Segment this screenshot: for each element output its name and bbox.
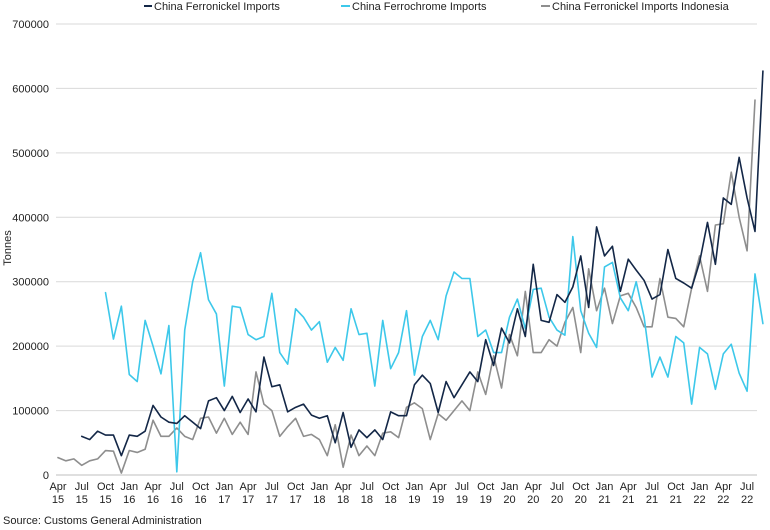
x-tick-label-year: 15	[76, 494, 88, 506]
x-tick-label-month: Jul	[170, 481, 184, 493]
y-axis: 0 100000 200000 300000 400000 500000 600000 700…	[12, 19, 49, 482]
source-note: Source: Customs General Administration	[3, 515, 202, 527]
series-line-1	[80, 70, 764, 457]
x-tick-label-year: 20	[551, 494, 563, 506]
y-tick-label: 700000	[12, 19, 49, 31]
x-tick-label-month: Jan	[691, 481, 709, 493]
x-tick-label-month: Oct	[287, 481, 304, 493]
x-tick-label-month: Oct	[667, 481, 684, 493]
x-tick-label-month: Jul	[550, 481, 564, 493]
x-tick-label-month: Apr	[525, 481, 542, 493]
x-tick-label-year: 17	[289, 494, 301, 506]
legend-label: China Ferronickel Imports Indonesia	[552, 1, 730, 13]
x-tick-label-year: 17	[218, 494, 230, 506]
x-tick-label-month: Oct	[572, 481, 589, 493]
series-line-2	[104, 235, 764, 473]
y-tick-label: 600000	[12, 83, 49, 95]
x-tick-label-month: Jul	[455, 481, 469, 493]
x-tick-label-month: Apr	[620, 481, 637, 493]
x-tick-label-year: 16	[171, 494, 183, 506]
x-tick-label-year: 17	[242, 494, 254, 506]
x-tick-label-year: 16	[194, 494, 206, 506]
x-tick-label-month: Apr	[49, 481, 66, 493]
x-tick-label-month: Oct	[477, 481, 494, 493]
x-tick-label-month: Jan	[120, 481, 138, 493]
x-tick-label-year: 15	[52, 494, 64, 506]
y-tick-label: 400000	[12, 212, 49, 224]
x-tick-label-year: 18	[337, 494, 349, 506]
y-tick-label: 300000	[12, 277, 49, 289]
x-tick-label-year: 15	[99, 494, 111, 506]
x-tick-label-year: 18	[361, 494, 373, 506]
x-tick-label-month: Oct	[97, 481, 114, 493]
x-tick-label-year: 16	[123, 494, 135, 506]
y-axis-title: Tonnes	[2, 230, 14, 266]
x-tick-label-year: 22	[741, 494, 753, 506]
x-tick-label-year: 19	[408, 494, 420, 506]
x-tick-label-month: Apr	[430, 481, 447, 493]
y-tick-label: 500000	[12, 148, 49, 160]
x-tick-label-year: 22	[717, 494, 729, 506]
x-tick-label-year: 22	[693, 494, 705, 506]
x-tick-label-month: Jan	[501, 481, 519, 493]
y-tick-label: 100000	[12, 406, 49, 418]
x-tick-label-year: 17	[266, 494, 278, 506]
x-tick-label-year: 20	[503, 494, 515, 506]
legend-label: China Ferronickel Imports	[154, 1, 280, 13]
legend: China Ferronickel Imports China Ferrochro…	[144, 1, 730, 13]
x-tick-label-month: Jul	[645, 481, 659, 493]
x-tick-label-month: Apr	[144, 481, 161, 493]
x-tick-label-year: 18	[385, 494, 397, 506]
x-tick-label-year: 18	[313, 494, 325, 506]
x-tick-label-year: 21	[598, 494, 610, 506]
x-tick-label-year: 21	[622, 494, 634, 506]
series-lines	[57, 70, 764, 474]
x-tick-label-year: 20	[575, 494, 587, 506]
x-tick-label-year: 21	[646, 494, 658, 506]
x-tick-label-month: Apr	[335, 481, 352, 493]
x-tick-label-month: Jan	[215, 481, 233, 493]
x-tick-label-year: 16	[147, 494, 159, 506]
y-tick-label: 200000	[12, 341, 49, 353]
x-tick-label-year: 19	[432, 494, 444, 506]
x-tick-label-month: Jul	[265, 481, 279, 493]
x-tick-label-month: Jul	[740, 481, 754, 493]
x-tick-label-month: Jan	[311, 481, 329, 493]
legend-label: China Ferrochrome Imports	[352, 1, 487, 13]
x-tick-label-month: Jul	[75, 481, 89, 493]
x-tick-label-year: 20	[527, 494, 539, 506]
x-tick-label-year: 19	[456, 494, 468, 506]
x-axis: Apr15Jul15Oct15Jan16Apr16Jul16Oct16Jan17…	[49, 481, 754, 506]
x-tick-label-month: Jul	[360, 481, 374, 493]
x-tick-label-month: Jan	[406, 481, 424, 493]
x-tick-label-year: 19	[480, 494, 492, 506]
x-tick-label-month: Oct	[192, 481, 209, 493]
y-tick-label: 0	[43, 470, 49, 482]
x-tick-label-month: Jan	[596, 481, 614, 493]
x-tick-label-month: Oct	[382, 481, 399, 493]
x-tick-label-month: Apr	[715, 481, 732, 493]
x-tick-label-year: 21	[670, 494, 682, 506]
x-tick-label-month: Apr	[240, 481, 257, 493]
